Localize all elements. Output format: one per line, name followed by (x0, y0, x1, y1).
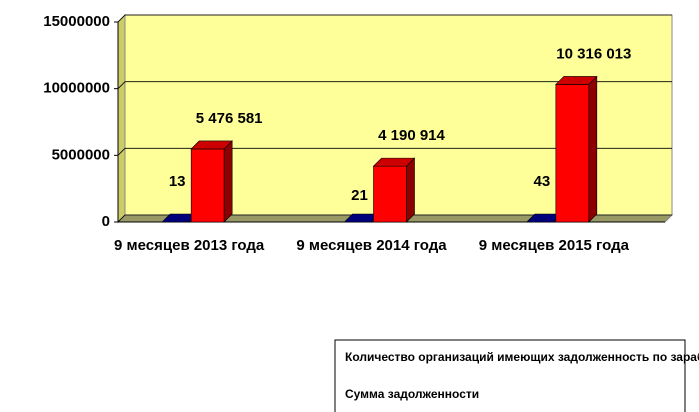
side-wall (117, 13, 126, 224)
bar-face (190, 140, 233, 150)
bar-face (190, 148, 225, 223)
data-label: 10 316 013 (556, 45, 631, 62)
legend-label: Сумма задолженности (345, 387, 479, 401)
bar-face (588, 75, 598, 223)
grid-line (117, 14, 672, 23)
x-tick-label: 9 месяцев 2014 года (296, 237, 447, 254)
bar (555, 75, 598, 223)
grid-line (117, 147, 672, 156)
x-tick-label: 9 месяцев 2013 года (114, 237, 265, 254)
y-tick-label: 10000000 (43, 80, 110, 97)
legend-box (334, 339, 686, 412)
y-tick-label: 15000000 (43, 13, 110, 30)
data-label: 21 (351, 187, 368, 204)
grid-line (117, 214, 672, 223)
bar-face (555, 76, 598, 85)
data-label: 13 (169, 173, 186, 190)
grid-line (117, 81, 672, 89)
bar-face (555, 84, 590, 223)
bar (372, 157, 416, 223)
data-label: 43 (533, 173, 550, 190)
legend-label: Количество организаций имеющих задолженн… (345, 350, 699, 364)
y-tick-label: 0 (102, 213, 110, 230)
y-tick-label: 5000000 (52, 146, 110, 163)
bar (190, 140, 233, 223)
bar-face (373, 165, 407, 223)
x-tick-label: 9 месяцев 2015 года (479, 237, 630, 254)
data-label: 5 476 581 (196, 110, 263, 127)
bar-face (406, 157, 415, 223)
data-label: 4 190 914 (378, 127, 445, 144)
bar-face (223, 140, 233, 223)
bar-face (372, 157, 416, 167)
